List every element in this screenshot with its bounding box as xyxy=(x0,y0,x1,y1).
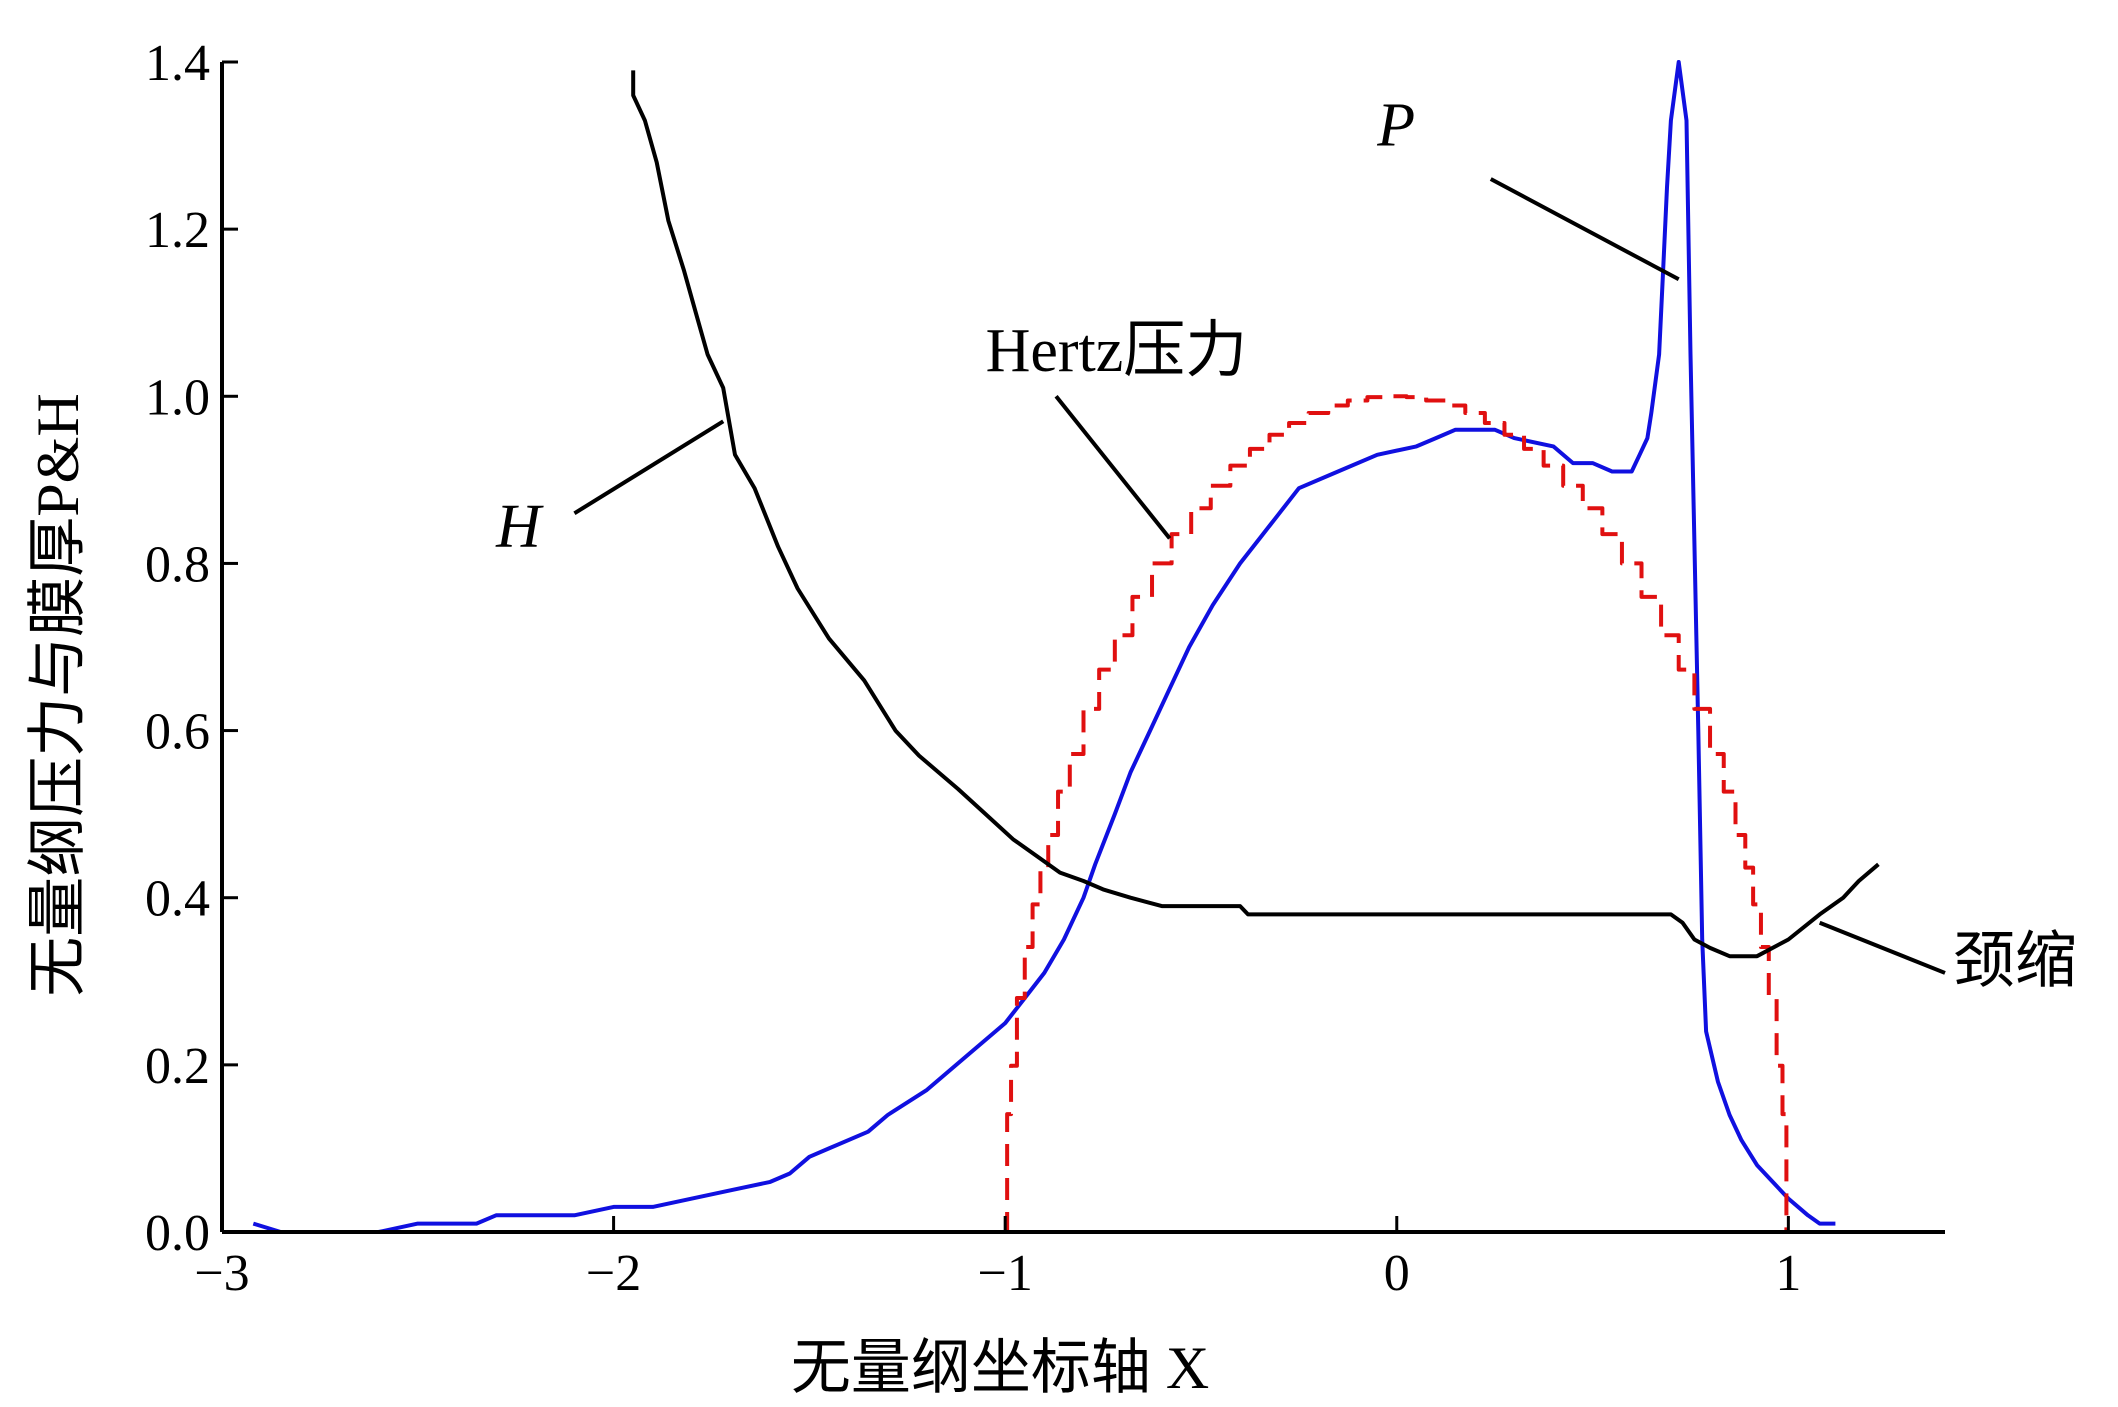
annotation-label: Hertz压力 xyxy=(986,317,1248,385)
series-h-line xyxy=(631,70,1880,959)
y-tick-label: 0.6 xyxy=(145,704,210,761)
x-tick-label: −3 xyxy=(194,1245,249,1302)
x-tick-label: −1 xyxy=(978,1245,1033,1302)
annotation-lines xyxy=(573,177,1946,975)
annotation-labels: Hertz压力 P H 颈缩 xyxy=(495,92,2077,996)
y-tick-label: 0.4 xyxy=(145,871,210,928)
y-tick-label: 1.2 xyxy=(145,202,210,259)
annotation-leader-line xyxy=(1054,395,1172,540)
y-tick-label: 1.4 xyxy=(145,35,210,92)
annotation-leader-line xyxy=(1489,177,1680,282)
y-axis-title: 无量纲压力与膜厚P&H xyxy=(25,393,91,996)
x-tick-label: 1 xyxy=(1775,1245,1801,1302)
y-tick-label: 0.2 xyxy=(145,1038,210,1095)
annotation-leader-line xyxy=(573,419,725,515)
y-tick-label: 1.0 xyxy=(145,369,210,426)
annotation-label: 颈缩 xyxy=(1953,927,2077,995)
y-tick-label: 0.0 xyxy=(145,1205,210,1262)
x-tick-label: 0 xyxy=(1384,1245,1410,1302)
annotation-leader-line xyxy=(1818,920,1946,975)
x-ticks: −3 −2 −1 0 1 xyxy=(194,1216,1801,1302)
x-axis-title: 无量纲坐标轴 X xyxy=(791,1335,1209,1401)
y-ticks: 0.0 0.2 0.4 0.6 0.8 1.0 1.2 1.4 xyxy=(145,35,238,1262)
series-p-line xyxy=(252,60,1836,1234)
y-tick-label: 0.8 xyxy=(145,536,210,593)
annotation-label: P xyxy=(1376,92,1415,160)
axes xyxy=(220,62,1945,1234)
plot-lines xyxy=(252,60,1880,1234)
annotation-label: H xyxy=(495,493,544,561)
x-tick-label: −2 xyxy=(586,1245,641,1302)
series-hertz-line xyxy=(1005,394,1789,1234)
